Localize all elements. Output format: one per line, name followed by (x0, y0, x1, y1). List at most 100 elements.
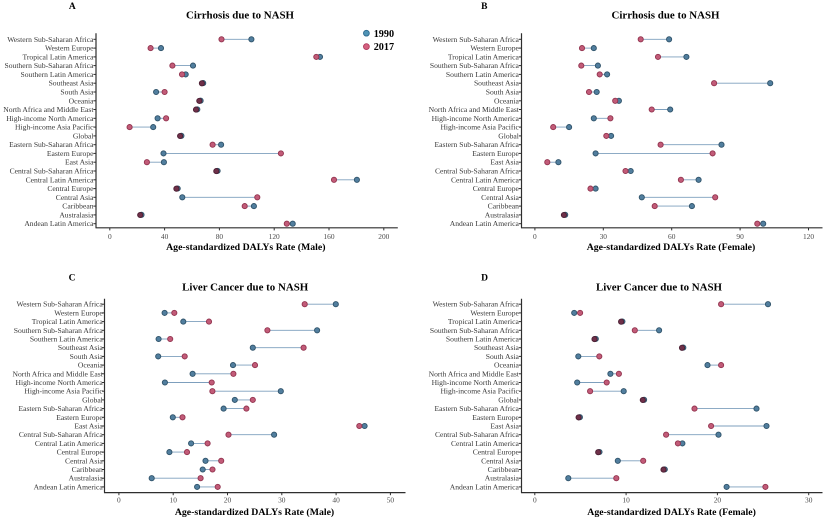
svg-text:0: 0 (108, 232, 112, 241)
svg-text:40: 40 (161, 232, 169, 241)
svg-text:Age-standardized DALYs Rate (M: Age-standardized DALYs Rate (Male) (166, 242, 325, 253)
svg-text:Central Asia: Central Asia (56, 193, 94, 202)
svg-text:Global: Global (498, 395, 519, 404)
svg-text:B: B (481, 2, 488, 12)
svg-text:Western Sub-Saharan Africa: Western Sub-Saharan Africa (433, 300, 520, 309)
svg-text:80: 80 (216, 232, 224, 241)
svg-text:Oceania: Oceania (78, 361, 104, 370)
svg-text:Andean Latin America: Andean Latin America (24, 219, 94, 228)
svg-text:Oceania: Oceania (494, 361, 520, 370)
svg-text:Southern Latin America: Southern Latin America (21, 70, 95, 79)
svg-text:Western Europe: Western Europe (470, 44, 519, 53)
svg-text:Caribbean: Caribbean (488, 465, 519, 474)
svg-text:Central Sub-Saharan Africa: Central Sub-Saharan Africa (10, 167, 95, 176)
svg-text:North Africa and Middle East: North Africa and Middle East (13, 369, 104, 378)
svg-text:Andean Latin America: Andean Latin America (450, 482, 520, 491)
svg-text:90: 90 (736, 232, 744, 241)
svg-text:High-income North America: High-income North America (432, 378, 520, 387)
svg-text:Western Europe: Western Europe (54, 308, 103, 317)
svg-text:Southern Latin America: Southern Latin America (446, 70, 520, 79)
svg-text:Central Europe: Central Europe (473, 184, 520, 193)
svg-text:20: 20 (714, 496, 722, 505)
svg-text:Central Latin America: Central Latin America (451, 439, 520, 448)
svg-text:Oceania: Oceania (494, 96, 520, 105)
svg-text:Central Europe: Central Europe (47, 184, 94, 193)
svg-text:Global: Global (82, 395, 103, 404)
svg-text:Oceania: Oceania (69, 96, 95, 105)
svg-text:Eastern Europe: Eastern Europe (472, 413, 519, 422)
svg-text:North Africa and Middle East: North Africa and Middle East (429, 105, 520, 114)
svg-text:Caribbean: Caribbean (62, 202, 93, 211)
svg-text:High-income North America: High-income North America (15, 378, 103, 387)
svg-text:120: 120 (803, 232, 814, 241)
svg-text:160: 160 (323, 232, 334, 241)
svg-text:Cirrhosis due to NASH: Cirrhosis due to NASH (611, 10, 720, 22)
svg-text:Cirrhosis due to NASH: Cirrhosis due to NASH (186, 10, 295, 22)
svg-text:Andean Latin America: Andean Latin America (34, 482, 104, 491)
svg-text:Southeast Asia: Southeast Asia (49, 79, 95, 88)
svg-text:Western Sub-Saharan Africa: Western Sub-Saharan Africa (433, 35, 520, 44)
svg-text:60: 60 (668, 232, 676, 241)
svg-text:Eastern Sub-Saharan Africa: Eastern Sub-Saharan Africa (435, 140, 520, 149)
svg-text:Central Latin America: Central Latin America (451, 175, 520, 184)
svg-text:Southeast Asia: Southeast Asia (474, 79, 520, 88)
svg-text:Caribbean: Caribbean (72, 465, 103, 474)
svg-text:0: 0 (533, 496, 537, 505)
svg-text:50: 50 (387, 496, 395, 505)
svg-text:Australasia: Australasia (485, 474, 520, 483)
svg-text:A: A (69, 2, 76, 12)
svg-text:East Asia: East Asia (490, 422, 519, 431)
svg-text:Southern Latin America: Southern Latin America (446, 335, 520, 344)
svg-text:Global: Global (498, 131, 519, 140)
svg-text:200: 200 (378, 232, 389, 241)
svg-text:30: 30 (600, 232, 608, 241)
svg-text:Southern Latin America: Southern Latin America (30, 335, 104, 344)
svg-text:Southern Sub-Saharan Africa: Southern Sub-Saharan Africa (14, 326, 104, 335)
svg-text:Andean Latin America: Andean Latin America (450, 219, 520, 228)
svg-text:Central Sub-Saharan Africa: Central Sub-Saharan Africa (435, 167, 520, 176)
svg-text:High-income Asia Pacific: High-income Asia Pacific (24, 387, 103, 396)
svg-text:Australasia: Australasia (485, 210, 520, 219)
svg-text:120: 120 (269, 232, 280, 241)
svg-text:Australasia: Australasia (69, 474, 104, 483)
svg-text:South Asia: South Asia (60, 88, 94, 97)
svg-text:0: 0 (117, 496, 121, 505)
svg-text:Central Sub-Saharan Africa: Central Sub-Saharan Africa (19, 430, 104, 439)
svg-text:South Asia: South Asia (70, 352, 104, 361)
svg-text:Eastern Sub-Saharan Africa: Eastern Sub-Saharan Africa (9, 140, 94, 149)
svg-text:1990: 1990 (374, 29, 394, 40)
svg-text:Eastern Sub-Saharan Africa: Eastern Sub-Saharan Africa (435, 404, 520, 413)
svg-text:Global: Global (73, 131, 94, 140)
svg-text:Southern Sub-Saharan Africa: Southern Sub-Saharan Africa (5, 61, 95, 70)
svg-text:C: C (69, 274, 76, 284)
svg-text:Tropical Latin America: Tropical Latin America (448, 52, 520, 61)
svg-text:Caribbean: Caribbean (488, 202, 519, 211)
svg-text:High-income Asia Pacific: High-income Asia Pacific (440, 387, 519, 396)
svg-text:Australasia: Australasia (59, 210, 94, 219)
svg-text:10: 10 (170, 496, 178, 505)
svg-text:20: 20 (224, 496, 232, 505)
svg-text:Southeast Asia: Southeast Asia (58, 343, 104, 352)
svg-text:D: D (481, 274, 488, 284)
svg-text:High-income North America: High-income North America (6, 114, 94, 123)
svg-text:Western Europe: Western Europe (45, 44, 94, 53)
svg-text:Central Latin America: Central Latin America (35, 439, 104, 448)
svg-text:30: 30 (278, 496, 286, 505)
svg-text:Age-standardized DALYs Rate (M: Age-standardized DALYs Rate (Male) (175, 507, 334, 518)
svg-text:Central Asia: Central Asia (65, 456, 103, 465)
svg-text:Eastern Europe: Eastern Europe (47, 149, 94, 158)
svg-text:Liver Cancer due to NASH: Liver Cancer due to NASH (596, 282, 723, 294)
svg-text:Central Europe: Central Europe (473, 448, 520, 457)
svg-text:North Africa and Middle East: North Africa and Middle East (429, 369, 520, 378)
svg-text:Tropical Latin America: Tropical Latin America (23, 52, 95, 61)
svg-text:Age-standardized DALYs Rate (F: Age-standardized DALYs Rate (Female) (587, 242, 756, 253)
svg-text:Central Latin America: Central Latin America (26, 175, 95, 184)
svg-text:Central Sub-Saharan Africa: Central Sub-Saharan Africa (435, 430, 520, 439)
svg-text:Western Sub-Saharan Africa: Western Sub-Saharan Africa (7, 35, 94, 44)
svg-text:South Asia: South Asia (486, 88, 520, 97)
svg-text:Liver Cancer due to NASH: Liver Cancer due to NASH (182, 282, 309, 294)
svg-text:Southern Sub-Saharan Africa: Southern Sub-Saharan Africa (430, 61, 520, 70)
svg-text:10: 10 (622, 496, 630, 505)
svg-text:Eastern Sub-Saharan Africa: Eastern Sub-Saharan Africa (18, 404, 103, 413)
svg-text:Southeast Asia: Southeast Asia (474, 343, 520, 352)
